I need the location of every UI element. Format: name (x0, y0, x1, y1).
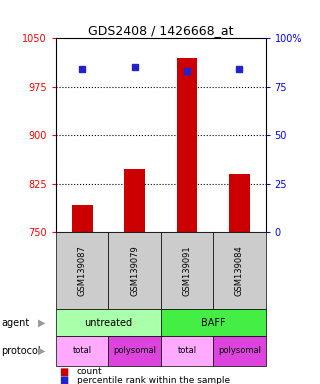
Text: ▶: ▶ (38, 318, 45, 328)
Bar (72, 205, 93, 232)
Text: count: count (77, 367, 102, 376)
Text: total: total (177, 346, 196, 355)
Bar (124, 169, 145, 232)
Text: ■: ■ (59, 367, 68, 377)
Text: polysomal: polysomal (113, 346, 156, 355)
Text: untreated: untreated (84, 318, 132, 328)
Text: protocol: protocol (2, 346, 41, 356)
Text: GSM139087: GSM139087 (78, 245, 87, 296)
Text: ▶: ▶ (38, 346, 45, 356)
Title: GDS2408 / 1426668_at: GDS2408 / 1426668_at (88, 24, 234, 37)
Text: ■: ■ (59, 375, 68, 384)
Text: total: total (73, 346, 92, 355)
Text: BAFF: BAFF (201, 318, 226, 328)
Bar (229, 174, 250, 232)
Text: agent: agent (2, 318, 30, 328)
Text: GSM139084: GSM139084 (235, 245, 244, 296)
Text: GSM139079: GSM139079 (130, 245, 139, 296)
Bar (177, 58, 197, 232)
Text: percentile rank within the sample: percentile rank within the sample (77, 376, 230, 384)
Text: GSM139091: GSM139091 (182, 245, 191, 296)
Text: polysomal: polysomal (218, 346, 261, 355)
